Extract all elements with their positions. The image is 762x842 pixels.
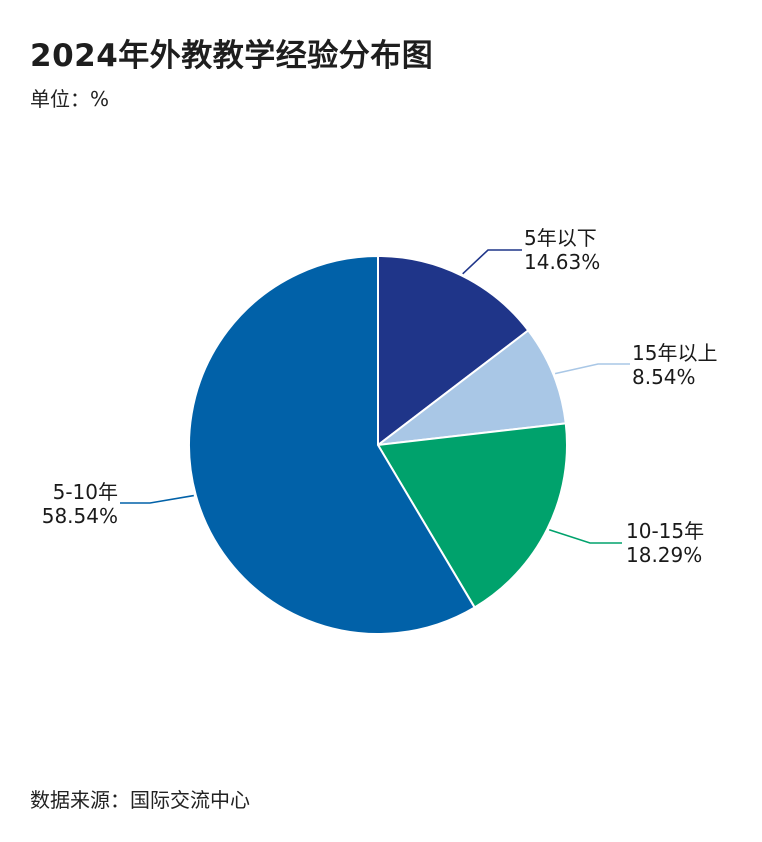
- slice-value-label: 18.29%: [626, 543, 702, 567]
- slice-category-label: 5-10年: [53, 480, 118, 504]
- data-source: 数据来源：国际交流中心: [30, 788, 250, 812]
- chart-title: 2024年外教教学经验分布图: [30, 38, 434, 74]
- leader-line-3: [548, 528, 622, 544]
- pie-slice-3: [376, 422, 568, 609]
- slice-category-label: 5年以下: [524, 226, 597, 250]
- leader-line-1: [462, 249, 522, 275]
- slice-value-label: 14.63%: [524, 250, 600, 274]
- unit-label: 单位：%: [30, 87, 110, 111]
- pie-slice-4: [188, 254, 476, 635]
- leader-lines: [120, 249, 630, 544]
- leader-line-2: [554, 363, 630, 375]
- pie-slices: [188, 254, 568, 635]
- leader-line-4: [120, 494, 194, 504]
- slice-category-label: 15年以上: [632, 341, 717, 365]
- slice-category-label: 10-15年: [626, 519, 704, 543]
- pie-slice-1: [377, 254, 530, 448]
- pie-slice-2: [374, 328, 567, 447]
- slice-value-label: 8.54%: [632, 365, 696, 389]
- slice-value-label: 58.54%: [42, 504, 118, 528]
